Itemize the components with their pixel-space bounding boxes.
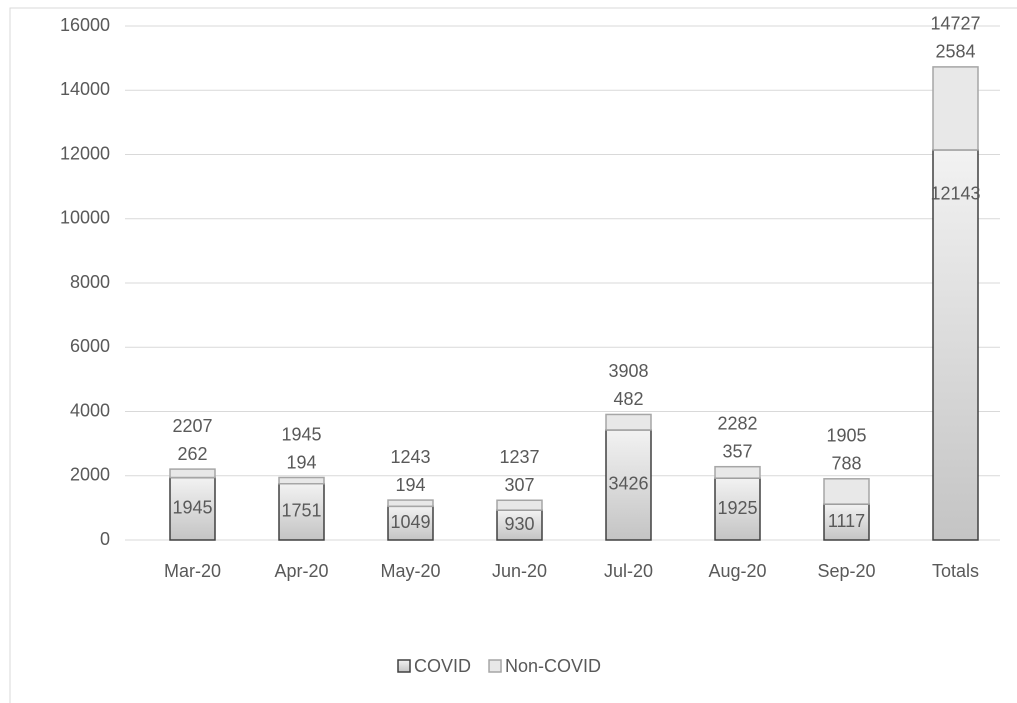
- data-label: 1945: [172, 498, 212, 518]
- y-tick-label: 12000: [60, 143, 110, 163]
- total-label: 1243: [390, 447, 430, 467]
- total-label: 1945: [281, 424, 321, 444]
- total-label: 1237: [499, 447, 539, 467]
- y-tick-label: 10000: [60, 208, 110, 228]
- bar-segment: [932, 66, 979, 151]
- total-label: 1905: [826, 426, 866, 446]
- bar-segment: [278, 482, 325, 541]
- data-label: 1049: [390, 512, 430, 532]
- data-label: 788: [831, 454, 861, 474]
- total-label: 2207: [172, 416, 212, 436]
- total-label: 2282: [717, 413, 757, 433]
- data-label: 2584: [935, 42, 975, 62]
- y-tick-label: 8000: [70, 272, 110, 292]
- data-label: 12143: [930, 184, 980, 204]
- x-tick-label: Jul-20: [604, 561, 653, 581]
- data-label: 3426: [608, 474, 648, 494]
- legend-swatch: [488, 659, 502, 673]
- data-label: 357: [722, 441, 752, 461]
- x-tick-label: Mar-20: [164, 561, 221, 581]
- total-label: 14727: [930, 14, 980, 34]
- data-label: 1117: [828, 511, 865, 531]
- x-tick-label: Totals: [932, 561, 979, 581]
- bar-segment: [278, 476, 325, 485]
- bar-segment: [714, 465, 761, 479]
- chart-frame: [9, 7, 1017, 703]
- y-tick-label: 4000: [70, 400, 110, 420]
- bar-segment: [932, 149, 979, 541]
- x-tick-label: Apr-20: [274, 561, 328, 581]
- y-tick-label: 16000: [60, 15, 110, 35]
- legend-label: Non-COVID: [505, 656, 601, 676]
- legend-label: COVID: [414, 656, 471, 676]
- data-label: 194: [286, 452, 316, 472]
- data-label: 194: [395, 475, 425, 495]
- y-tick-label: 6000: [70, 336, 110, 356]
- y-tick-label: 2000: [70, 465, 110, 485]
- bar-segment: [387, 499, 434, 508]
- data-label: 482: [613, 389, 643, 409]
- y-tick-label: 0: [100, 529, 110, 549]
- x-tick-label: Sep-20: [817, 561, 875, 581]
- data-label: 1925: [717, 498, 757, 518]
- bar-segment: [605, 413, 652, 431]
- data-label: 307: [504, 475, 534, 495]
- data-label: 930: [504, 514, 534, 534]
- bar-segment: [714, 477, 761, 541]
- bar-segment: [496, 509, 543, 541]
- data-label: 262: [177, 444, 207, 464]
- x-tick-label: Aug-20: [708, 561, 766, 581]
- data-label: 1751: [281, 501, 321, 521]
- legend-swatch: [397, 659, 411, 673]
- bar-segment: [169, 468, 216, 479]
- x-tick-label: Jun-20: [492, 561, 547, 581]
- total-label: 3908: [608, 361, 648, 381]
- bar-segment: [496, 499, 543, 511]
- bar-segment: [823, 478, 870, 505]
- x-tick-label: May-20: [380, 561, 440, 581]
- y-tick-label: 14000: [60, 79, 110, 99]
